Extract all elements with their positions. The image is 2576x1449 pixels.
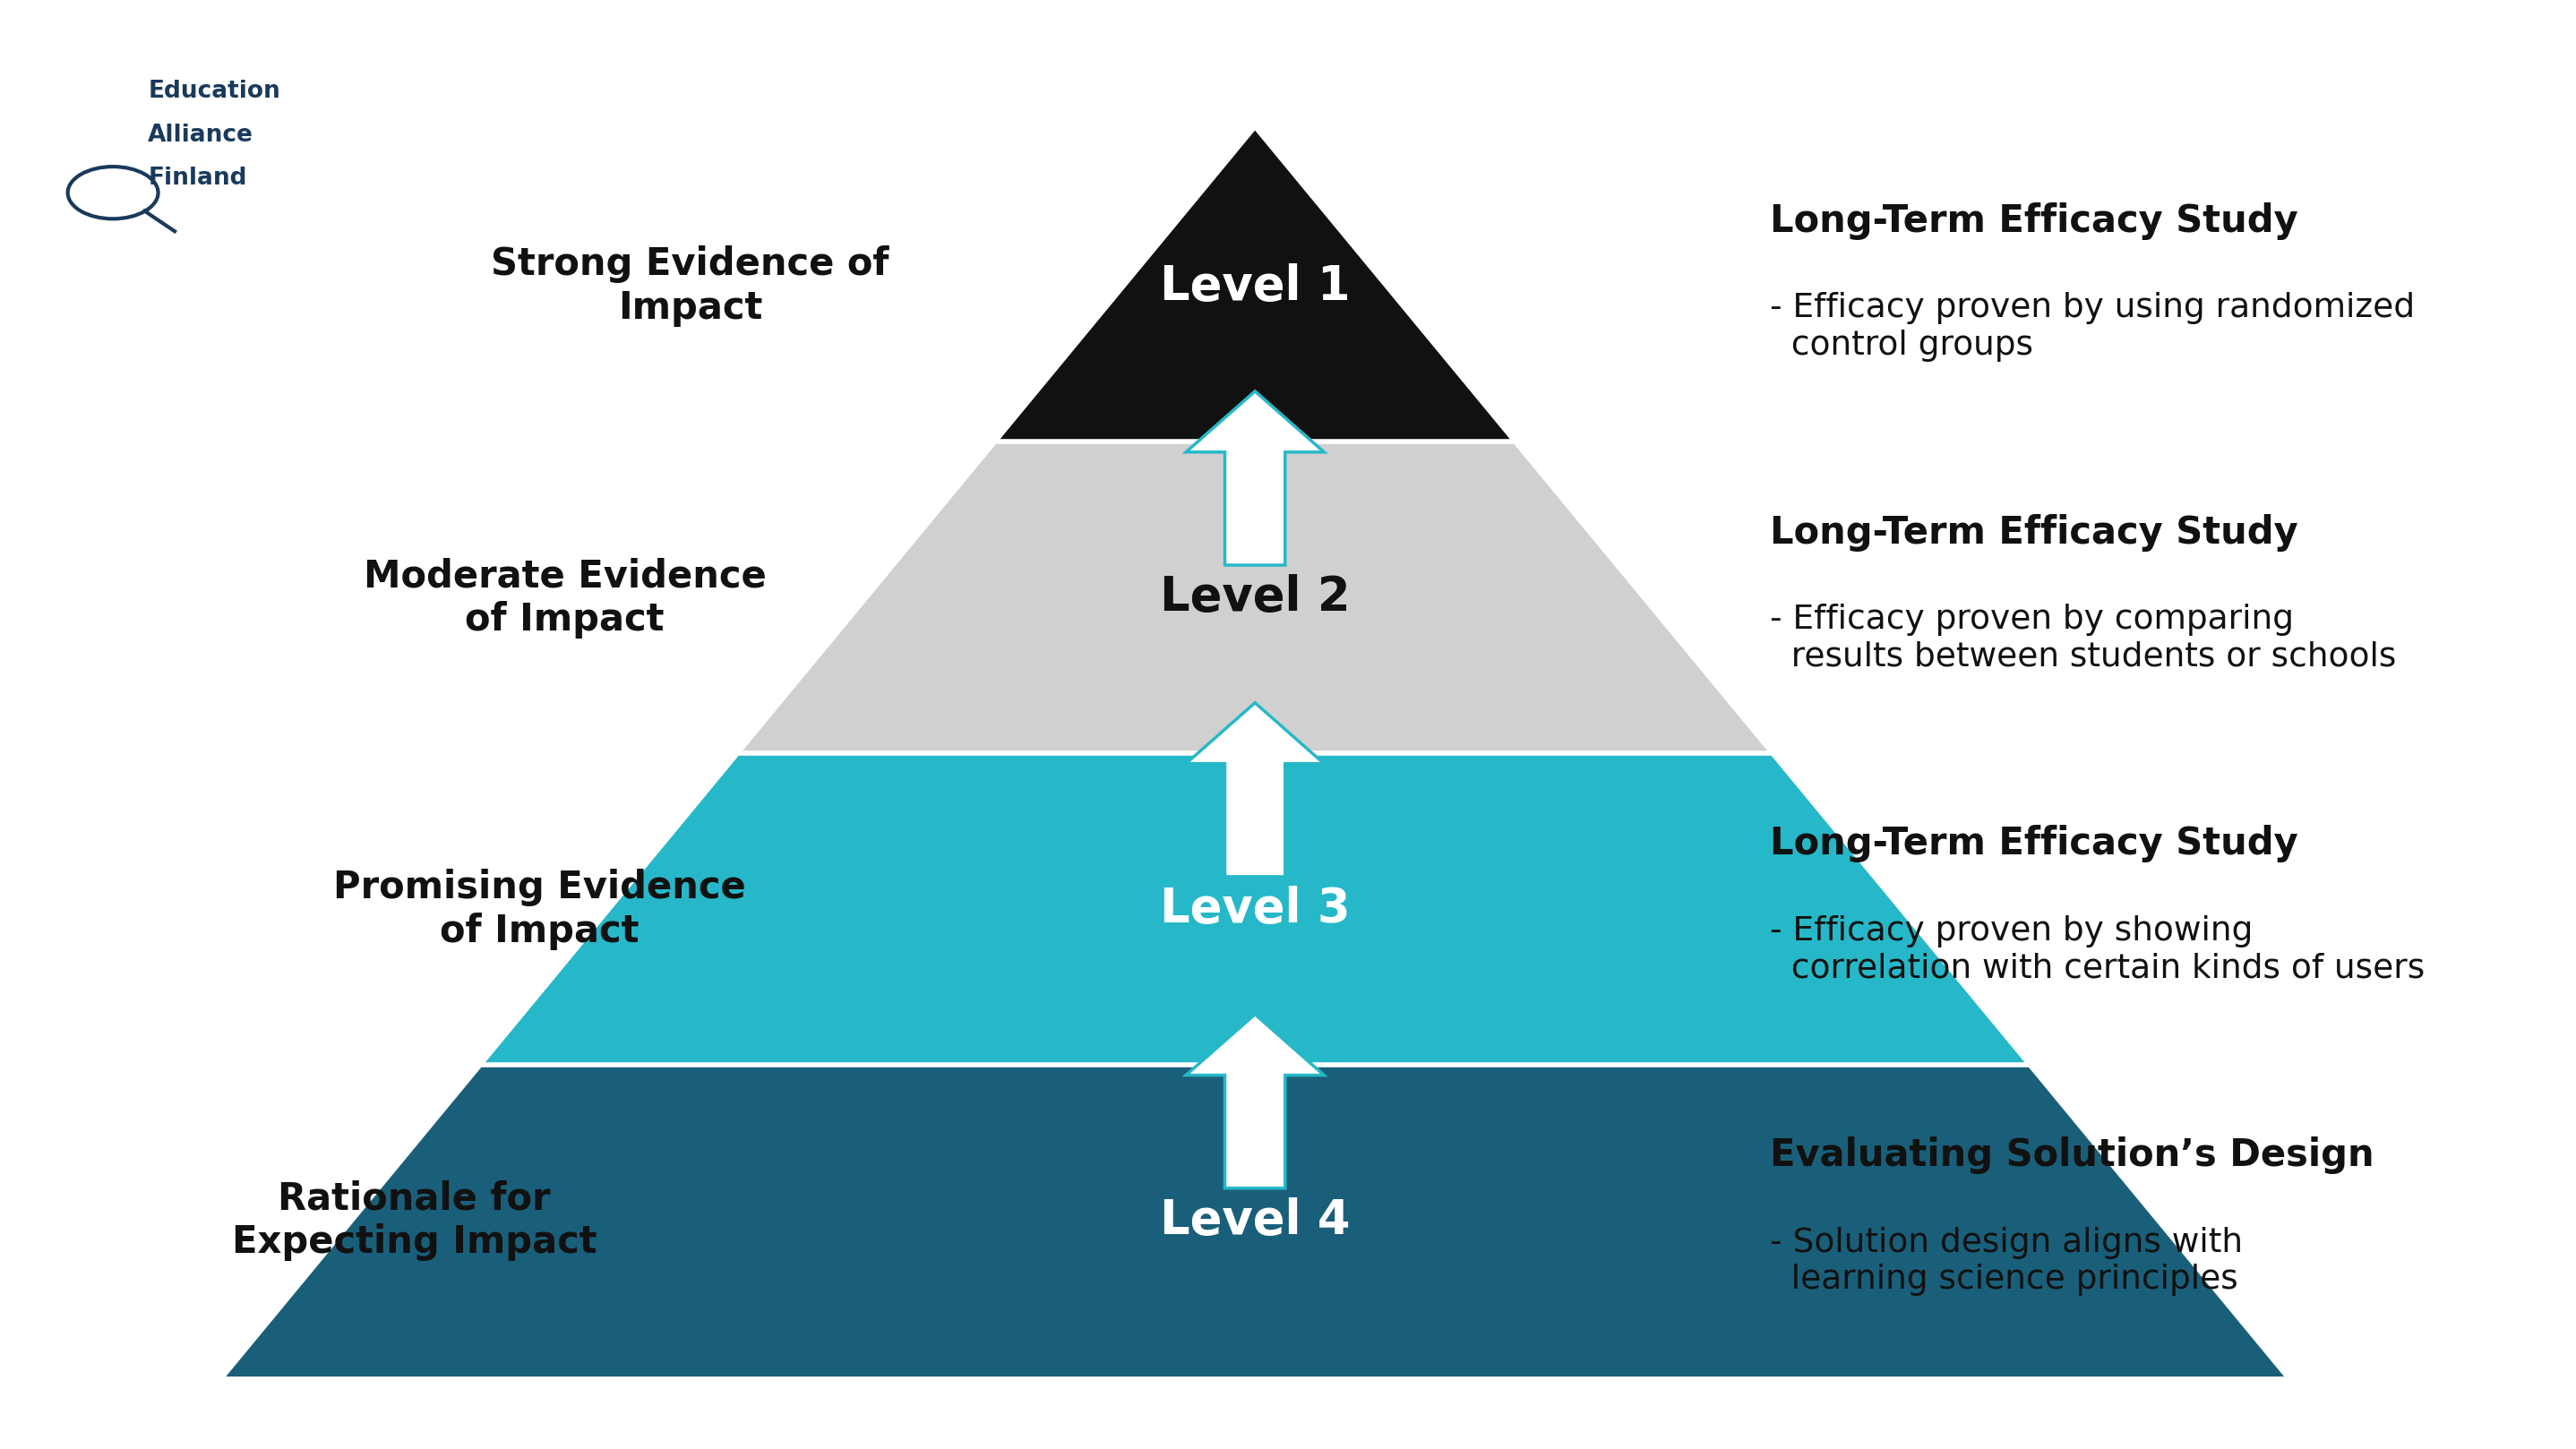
Text: Long-Term Efficacy Study: Long-Term Efficacy Study <box>1770 826 2298 862</box>
Text: - Efficacy proven by using randomized
  control groups: - Efficacy proven by using randomized co… <box>1770 293 2414 361</box>
Text: Evaluating Solution’s Design: Evaluating Solution’s Design <box>1770 1137 2372 1174</box>
Polygon shape <box>1185 1014 1324 1188</box>
Text: Education: Education <box>147 80 281 103</box>
Text: - Solution design aligns with
  learning science principles: - Solution design aligns with learning s… <box>1770 1227 2244 1295</box>
Text: Level 3: Level 3 <box>1159 885 1350 933</box>
Text: Level 1: Level 1 <box>1159 262 1350 310</box>
Text: Alliance: Alliance <box>147 123 252 146</box>
Text: Finland: Finland <box>147 167 247 190</box>
Text: Moderate Evidence
of Impact: Moderate Evidence of Impact <box>363 558 765 638</box>
Polygon shape <box>997 130 1512 442</box>
Polygon shape <box>484 753 2027 1065</box>
Text: Promising Evidence
of Impact: Promising Evidence of Impact <box>332 869 747 949</box>
Text: Strong Evidence of
Impact: Strong Evidence of Impact <box>492 246 889 326</box>
Text: - Efficacy proven by showing
  correlation with certain kinds of users: - Efficacy proven by showing correlation… <box>1770 916 2424 984</box>
Polygon shape <box>1185 391 1324 565</box>
Text: Level 2: Level 2 <box>1159 574 1350 622</box>
Text: Rationale for
Expecting Impact: Rationale for Expecting Impact <box>232 1181 598 1261</box>
Text: Long-Term Efficacy Study: Long-Term Efficacy Study <box>1770 203 2298 239</box>
Polygon shape <box>227 1065 2285 1377</box>
Text: Level 4: Level 4 <box>1159 1197 1350 1245</box>
Text: - Efficacy proven by comparing
  results between students or schools: - Efficacy proven by comparing results b… <box>1770 604 2396 672</box>
Polygon shape <box>1185 703 1324 877</box>
Text: Long-Term Efficacy Study: Long-Term Efficacy Study <box>1770 514 2298 551</box>
Polygon shape <box>739 442 1770 753</box>
